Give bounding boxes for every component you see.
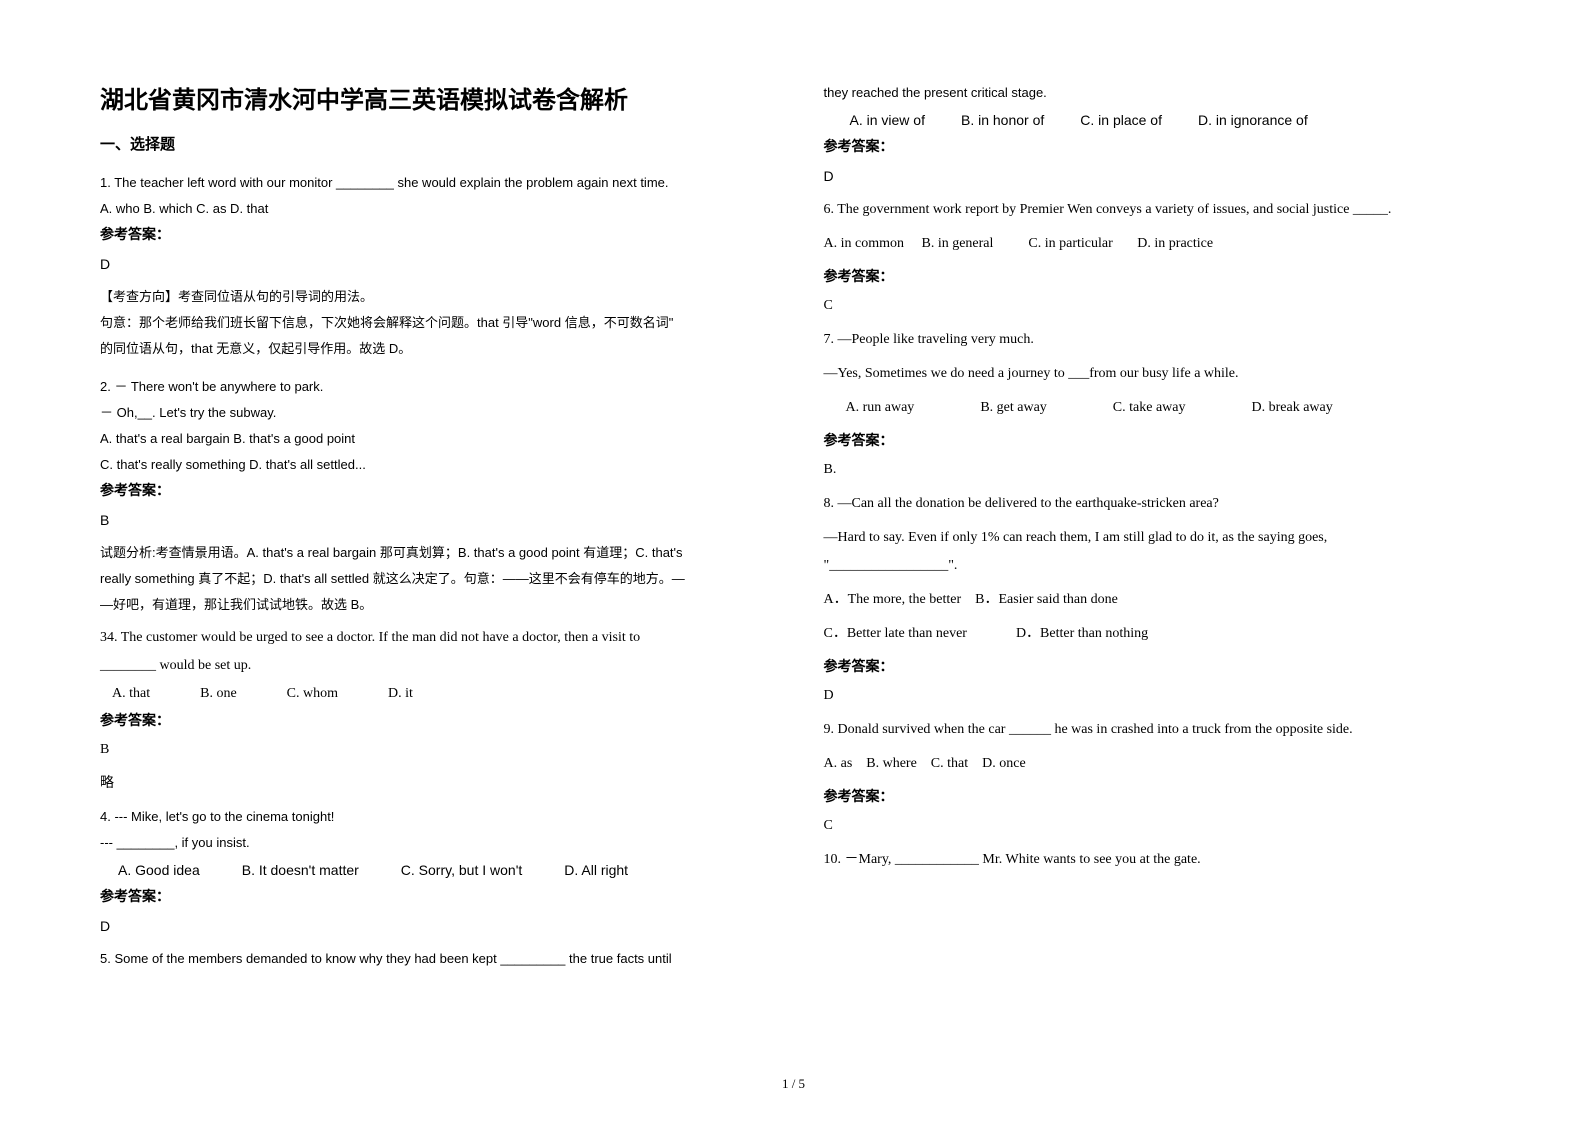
q7-ans-label: 参考答案： xyxy=(824,428,1488,456)
q2-exp-3: —好吧，有道理，那让我们试试地铁。故选 B。 xyxy=(100,592,764,618)
q34-opt-d: D. it xyxy=(388,680,413,708)
q8-answer: D xyxy=(824,682,1488,710)
q34-ans-label: 参考答案： xyxy=(100,708,764,736)
question-9: 9. Donald survived when the car ______ h… xyxy=(824,716,1488,840)
q34-options: A. that B. one C. whom D. it xyxy=(100,680,764,708)
q7-opt-c: C. take away xyxy=(1113,394,1186,422)
q7-opt-a: A. run away xyxy=(846,394,915,422)
q5-text: 5. Some of the members demanded to know … xyxy=(100,946,764,972)
question-2: 2. － There won't be anywhere to park. － … xyxy=(100,374,764,618)
q34-answer: B xyxy=(100,736,764,764)
question-8: 8. —Can all the donation be delivered to… xyxy=(824,490,1488,710)
q6-ans-label: 参考答案： xyxy=(824,264,1488,292)
q5c-opt-c: C. in place of xyxy=(1080,106,1162,134)
q6-text: 6. The government work report by Premier… xyxy=(824,196,1488,224)
q7-answer: B. xyxy=(824,456,1488,484)
q2-line-1: 2. － There won't be anywhere to park. xyxy=(100,374,764,400)
q7-line-2: —Yes, Sometimes we do need a journey to … xyxy=(824,360,1488,388)
q2-ans-label: 参考答案： xyxy=(100,478,764,506)
q34-exp: 略 xyxy=(100,770,764,798)
q9-ans-label: 参考答案： xyxy=(824,784,1488,812)
q1-options: A. who B. which C. as D. that xyxy=(100,196,764,222)
q4-opt-c: C. Sorry, but I won't xyxy=(401,856,522,884)
question-5: 5. Some of the members demanded to know … xyxy=(100,946,764,972)
q1-text: 1. The teacher left word with our monito… xyxy=(100,170,764,196)
q8-line-1: 8. —Can all the donation be delivered to… xyxy=(824,490,1488,518)
q5c-opt-a: A. in view of xyxy=(850,106,925,134)
doc-title: 湖北省黄冈市清水河中学高三英语模拟试卷含解析 xyxy=(100,80,764,115)
q7-opt-d: D. break away xyxy=(1252,394,1333,422)
q9-text: 9. Donald survived when the car ______ h… xyxy=(824,716,1488,744)
section-heading: 一、选择题 xyxy=(100,133,764,154)
q34-line-1: 34. The customer would be urged to see a… xyxy=(100,624,764,652)
question-4: 4. --- Mike, let's go to the cinema toni… xyxy=(100,804,764,940)
question-10: 10. －Mary, ____________ Mr. White wants … xyxy=(824,846,1488,874)
q6-options: A. in common B. in general C. in particu… xyxy=(824,230,1488,258)
q4-opt-d: D. All right xyxy=(564,856,628,884)
q4-line-1: 4. --- Mike, let's go to the cinema toni… xyxy=(100,804,764,830)
q8-line-3: "_________________". xyxy=(824,552,1488,580)
question-7: 7. —People like traveling very much. —Ye… xyxy=(824,326,1488,484)
q4-line-2: --- ________, if you insist. xyxy=(100,830,764,856)
q34-line-2: ________ would be set up. xyxy=(100,652,764,680)
q5c-opt-d: D. in ignorance of xyxy=(1198,106,1308,134)
q34-opt-a: A. that xyxy=(112,680,150,708)
left-column: 湖北省黄冈市清水河中学高三英语模拟试卷含解析 一、选择题 1. The teac… xyxy=(100,80,764,978)
question-6: 6. The government work report by Premier… xyxy=(824,196,1488,320)
q8-opts-2: C．Better late than never D．Better than n… xyxy=(824,620,1488,648)
q4-opt-b: B. It doesn't matter xyxy=(242,856,359,884)
q7-options: A. run away B. get away C. take away D. … xyxy=(824,394,1488,422)
q9-answer: C xyxy=(824,812,1488,840)
q34-opt-c: C. whom xyxy=(287,680,338,708)
q5c-ans-label: 参考答案： xyxy=(824,134,1488,162)
question-5-cont: they reached the present critical stage.… xyxy=(824,80,1488,190)
q1-exp-2: 句意：那个老师给我们班长留下信息，下次她将会解释这个问题。that 引导"wor… xyxy=(100,310,764,336)
q10-text: 10. －Mary, ____________ Mr. White wants … xyxy=(824,846,1488,874)
q2-line-3: A. that's a real bargain B. that's a goo… xyxy=(100,426,764,452)
q2-exp-2: really something 真了不起；D. that's all sett… xyxy=(100,566,764,592)
q4-opt-a: A. Good idea xyxy=(118,856,200,884)
question-34: 34. The customer would be urged to see a… xyxy=(100,624,764,798)
q4-answer: D xyxy=(100,912,764,940)
q8-line-2: —Hard to say. Even if only 1% can reach … xyxy=(824,524,1488,552)
q4-options: A. Good idea B. It doesn't matter C. Sor… xyxy=(100,856,764,884)
q1-exp-3: 的同位语从句，that 无意义，仅起引导作用。故选 D。 xyxy=(100,336,764,362)
q7-opt-b: B. get away xyxy=(980,394,1046,422)
q5c-options: A. in view of B. in honor of C. in place… xyxy=(824,106,1488,134)
q9-options: A. as B. where C. that D. once xyxy=(824,750,1488,778)
q5c-line-1: they reached the present critical stage. xyxy=(824,80,1488,106)
q6-answer: C xyxy=(824,292,1488,320)
page-number: 1 / 5 xyxy=(782,1076,805,1092)
q1-exp-1: 【考查方向】考查同位语从句的引导词的用法。 xyxy=(100,284,764,310)
q2-line-2: － Oh,__. Let's try the subway. xyxy=(100,400,764,426)
q5c-answer: D xyxy=(824,162,1488,190)
right-column: they reached the present critical stage.… xyxy=(824,80,1488,978)
q1-ans-label: 参考答案： xyxy=(100,222,764,250)
q2-exp-1: 试题分析:考查情景用语。A. that's a real bargain 那可真… xyxy=(100,540,764,566)
question-1: 1. The teacher left word with our monito… xyxy=(100,170,764,362)
q2-line-4: C. that's really something D. that's all… xyxy=(100,452,764,478)
q1-answer: D xyxy=(100,250,764,278)
q5c-opt-b: B. in honor of xyxy=(961,106,1044,134)
q8-opts-1: A．The more, the better B．Easier said tha… xyxy=(824,586,1488,614)
q34-opt-b: B. one xyxy=(200,680,237,708)
q8-ans-label: 参考答案： xyxy=(824,654,1488,682)
q7-line-1: 7. —People like traveling very much. xyxy=(824,326,1488,354)
q2-answer: B xyxy=(100,506,764,534)
q4-ans-label: 参考答案： xyxy=(100,884,764,912)
